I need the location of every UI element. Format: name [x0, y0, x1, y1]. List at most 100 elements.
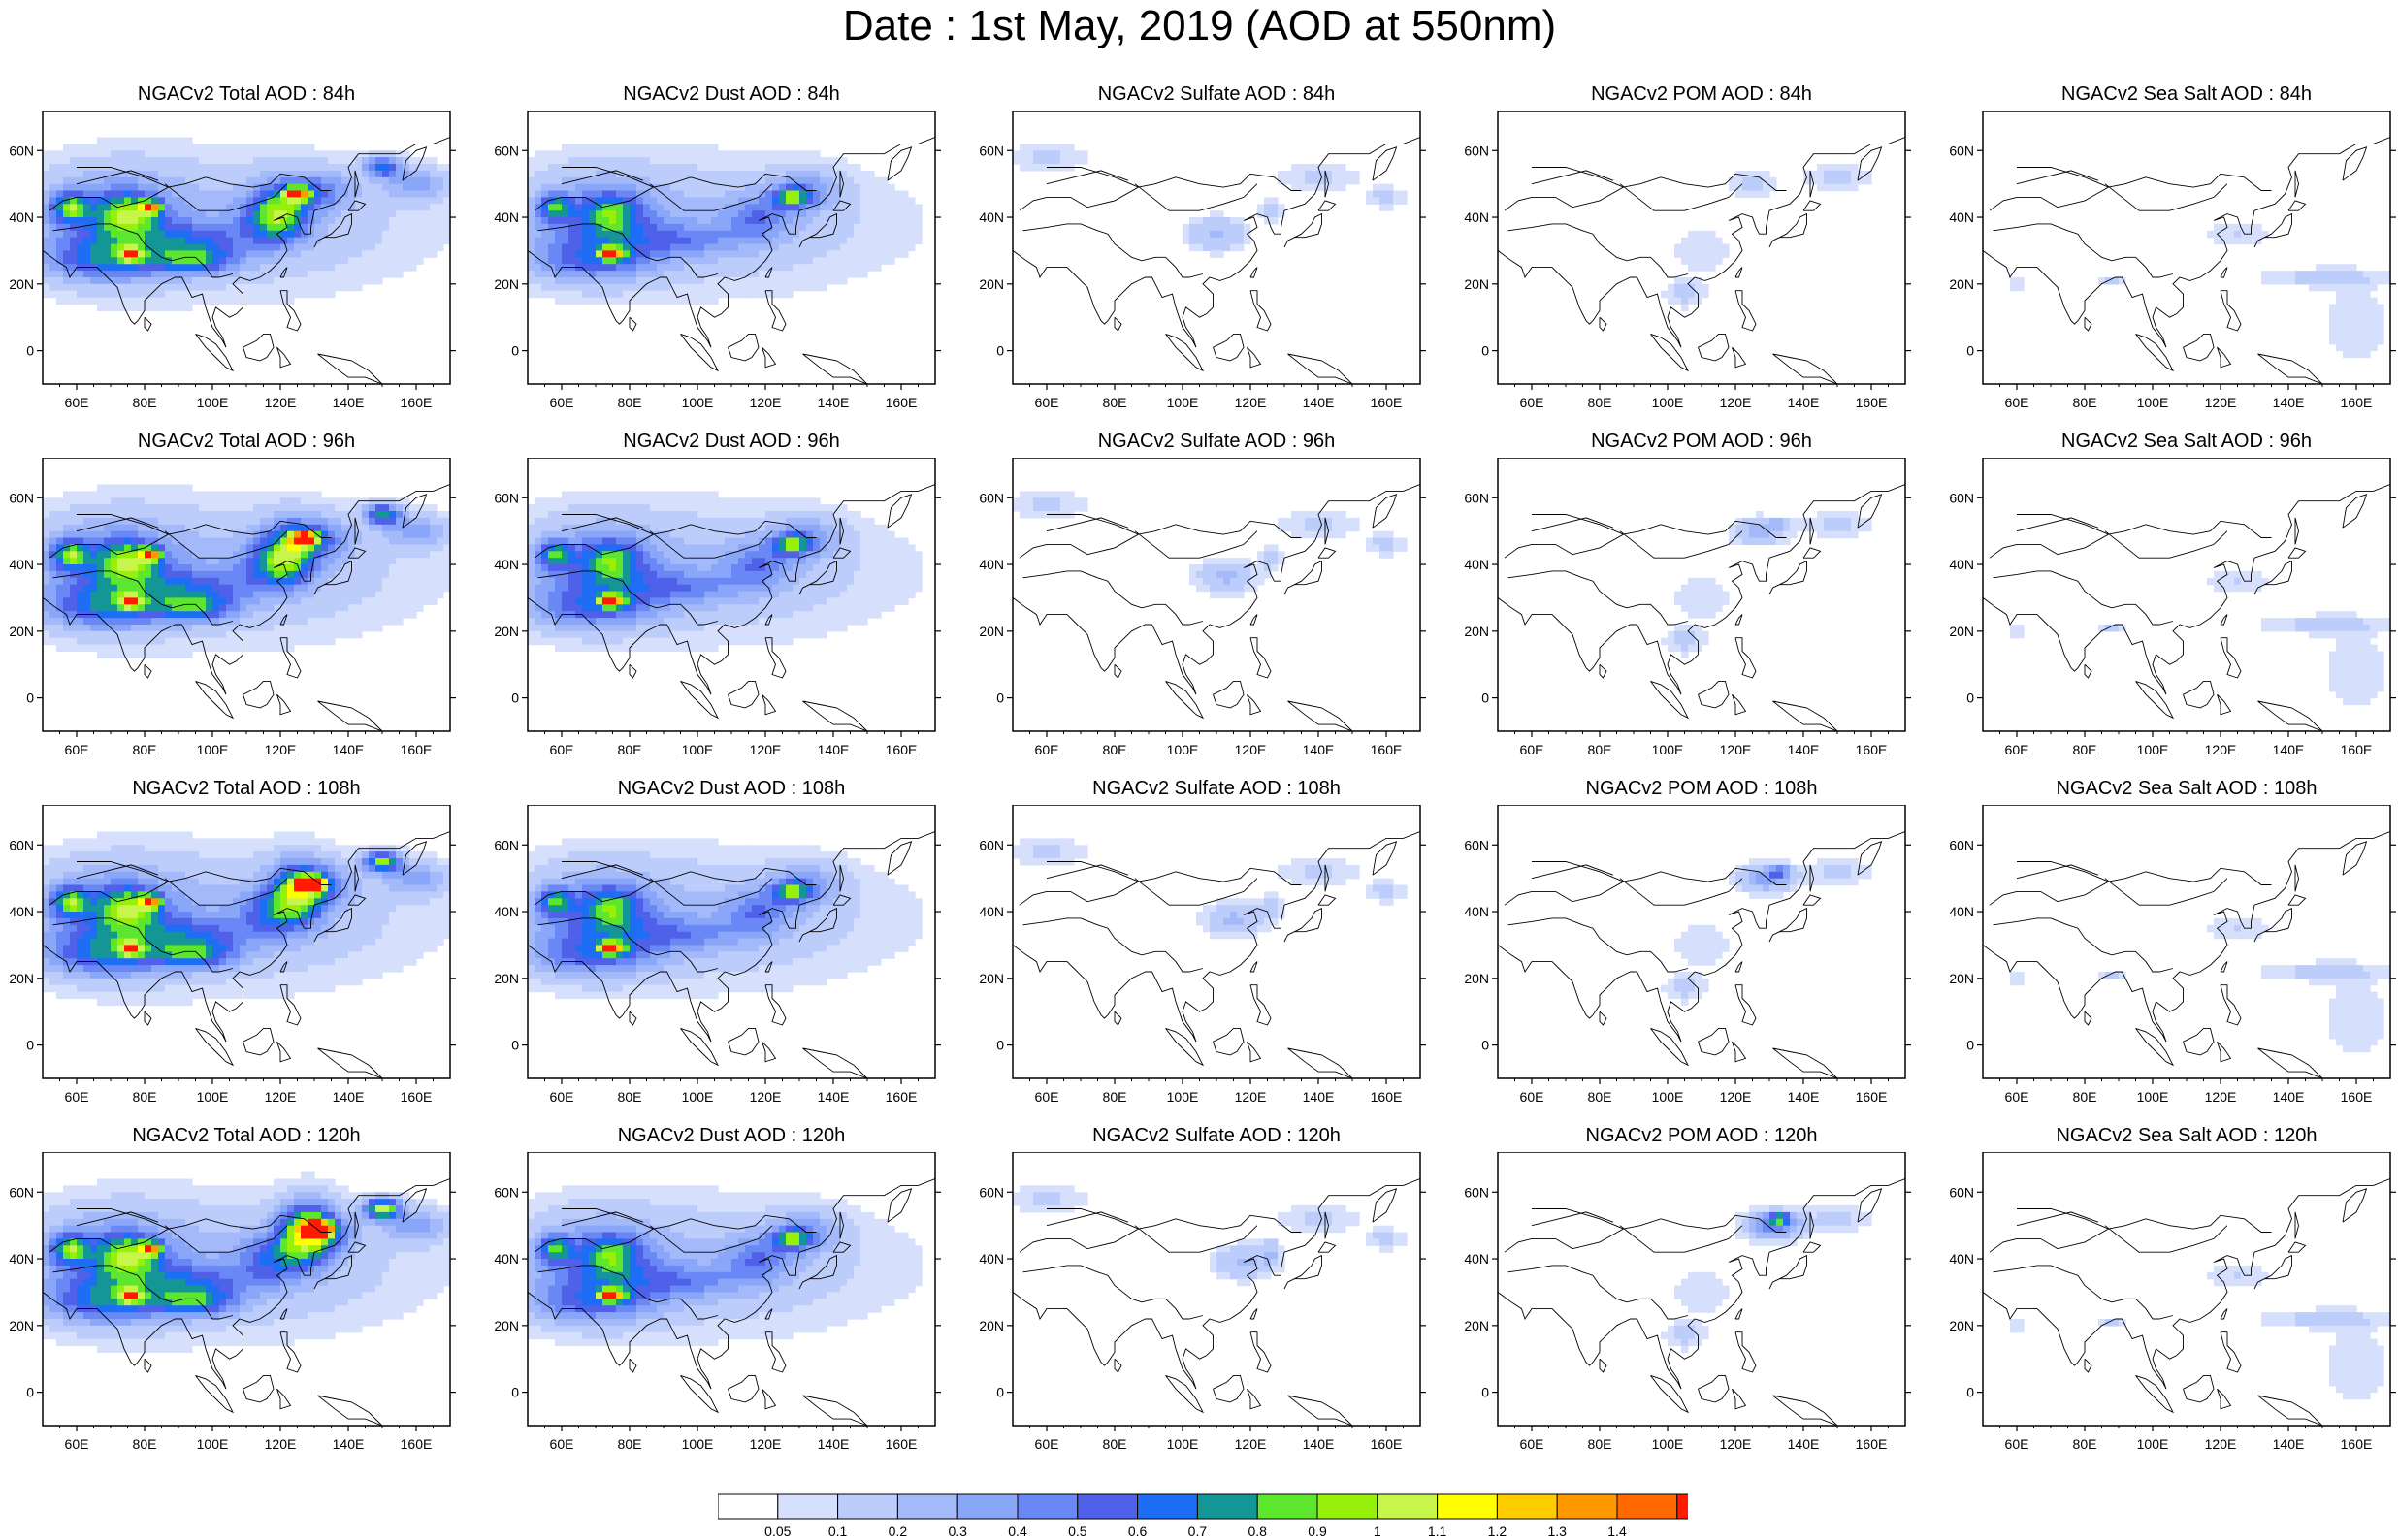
aod-cell [158, 544, 166, 552]
aod-cell [772, 237, 780, 245]
aod-cell [752, 237, 760, 245]
aod-cell [711, 243, 719, 252]
aod-cell [49, 604, 57, 612]
aod-cell [294, 264, 302, 272]
aod-cell [650, 283, 658, 292]
aod-cell [664, 204, 671, 211]
aod-cell [827, 204, 834, 211]
aod-cell [541, 217, 549, 225]
aod-cell [541, 197, 549, 205]
aod-cell [602, 157, 610, 165]
aod-cell [308, 204, 315, 211]
aod-cell [267, 511, 275, 519]
aod-cell [145, 618, 152, 626]
aod-cell [301, 591, 308, 599]
aod-cell [396, 243, 404, 252]
aod-cell [1702, 237, 1709, 245]
aod-cell [267, 210, 275, 218]
aod-cell [528, 243, 535, 252]
aod-cell [178, 630, 186, 639]
aod-cell [684, 170, 692, 178]
aod-cell [49, 497, 57, 505]
panel-title: NGACv2 Total AOD : 84h [137, 83, 356, 105]
aod-cell [145, 243, 152, 252]
aod-cell [246, 204, 254, 211]
aod-cell [437, 591, 444, 599]
aod-cell [833, 190, 841, 198]
aod-cell [793, 237, 800, 245]
aod-cell [799, 197, 807, 205]
aod-cell [117, 257, 125, 265]
aod-cell [212, 271, 220, 278]
aod-cell [287, 190, 295, 198]
aod-cell [56, 591, 64, 599]
aod-cell [328, 584, 336, 593]
aod-cell [335, 591, 342, 599]
aod-cell [267, 164, 275, 172]
aod-cell [548, 558, 556, 565]
aod-cell [308, 584, 315, 593]
aod-cell [314, 511, 322, 519]
aod-cell [90, 584, 98, 593]
aod-cell [697, 217, 705, 225]
aod-cell [575, 217, 583, 225]
aod-cell [630, 170, 637, 178]
aod-cell [589, 257, 597, 265]
aod-cell [409, 237, 417, 245]
aod-cell [867, 230, 875, 239]
aod-cell [568, 497, 576, 505]
aod-cell [677, 217, 685, 225]
aod-cell [145, 564, 152, 572]
aod-cell [860, 197, 868, 205]
aod-cell [280, 637, 288, 646]
aod-cell [697, 183, 705, 192]
aod-cell [1196, 230, 1204, 239]
aod-cell [314, 170, 322, 178]
aod-cell [43, 204, 50, 211]
aod-cell [97, 150, 105, 158]
aod-cell [711, 257, 719, 265]
aod-cell [568, 630, 576, 639]
aod-cell [2261, 277, 2269, 285]
aod-cell [630, 230, 637, 239]
aod-cell [847, 170, 855, 178]
aod-cell [389, 524, 397, 532]
aod-cell [443, 170, 450, 178]
coastline [680, 333, 720, 372]
aod-cell [555, 618, 563, 626]
aod-cell [253, 250, 261, 258]
aod-cell [124, 597, 132, 605]
aod-cell [1715, 243, 1723, 252]
aod-cell [280, 591, 288, 599]
aod-cell [63, 564, 71, 572]
aod-cell [369, 164, 376, 172]
aod-cell [430, 237, 438, 245]
aod-cell [1196, 237, 1204, 245]
aod-cell [731, 210, 739, 218]
aod-cell [158, 176, 166, 185]
aod-cell [355, 630, 363, 639]
lon-tick-label: 120E [1720, 395, 1752, 410]
aod-cell [745, 210, 753, 218]
aod-cell [362, 230, 370, 239]
aod-cell [172, 297, 179, 305]
aod-cell [246, 597, 254, 605]
aod-cell [314, 537, 322, 545]
aod-cell [806, 183, 814, 192]
aod-cell [369, 544, 376, 552]
aod-cell [97, 644, 105, 653]
aod-cell [779, 170, 787, 178]
aod-cell [759, 183, 766, 192]
aod-cell [212, 530, 220, 539]
aod-cell [226, 637, 234, 646]
aod-cell [63, 170, 71, 178]
aod-cell [172, 271, 179, 278]
aod-cell [568, 551, 576, 559]
aod-cell [328, 625, 336, 632]
aod-cell [1216, 217, 1224, 225]
aod-cell [1695, 283, 1702, 292]
aod-cell [63, 144, 71, 151]
aod-cell [165, 217, 173, 225]
aod-cell [151, 164, 159, 172]
aod-cell [294, 170, 302, 178]
